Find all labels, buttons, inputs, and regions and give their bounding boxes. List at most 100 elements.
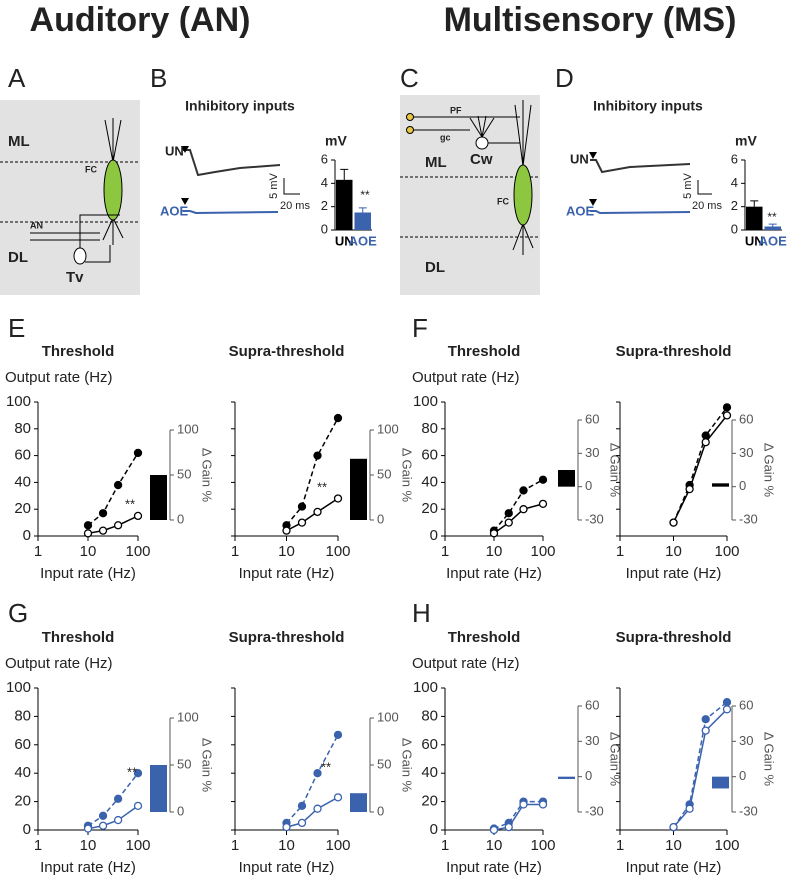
traces-d xyxy=(589,152,712,215)
marker xyxy=(133,511,143,521)
inset-tick-label: 30 xyxy=(585,733,599,748)
marker xyxy=(297,818,307,828)
y-tick-label: 40 xyxy=(14,473,31,490)
x-tick-label: 10 xyxy=(80,837,97,854)
panel-letter: C xyxy=(400,63,419,93)
panel-letter: F xyxy=(412,313,428,343)
x-tick-label: 10 xyxy=(80,543,97,560)
chart-title: Inhibitory inputs xyxy=(185,98,295,114)
marker xyxy=(669,518,678,527)
x-tick-label: 100 xyxy=(325,543,350,560)
trace-label: UN xyxy=(165,143,184,158)
scale-label: 20 ms xyxy=(692,200,722,212)
marker xyxy=(133,448,143,458)
y-tick-label: 6 xyxy=(321,151,328,166)
trace-label: UN xyxy=(570,151,589,166)
y-tick-label: 100 xyxy=(413,393,438,410)
series-line xyxy=(493,503,544,534)
x-tick-label: 10 xyxy=(665,543,682,560)
series-line xyxy=(672,414,728,523)
traces-b xyxy=(181,146,300,215)
marker xyxy=(701,726,710,735)
y-tick-label: 6 xyxy=(731,151,738,166)
series-line xyxy=(672,406,728,523)
y-tick-label: 60 xyxy=(421,447,438,464)
trace-label: AOE xyxy=(566,203,595,218)
input-label: gc xyxy=(440,132,451,142)
heading: Multisensory (MS) xyxy=(444,1,737,39)
gain-bar xyxy=(558,470,575,487)
x-tick-label: 100 xyxy=(530,837,555,854)
x-tick-label: AOE xyxy=(349,233,378,248)
y-tick-label: 100 xyxy=(413,679,438,696)
inset-tick-label: -30 xyxy=(585,803,604,818)
chart-title: Threshold xyxy=(42,343,115,360)
marker xyxy=(504,518,513,527)
cell-label: FC xyxy=(85,164,97,174)
y-tick-label: 100 xyxy=(6,393,31,410)
bar xyxy=(336,179,353,230)
marker xyxy=(113,815,123,825)
x-tick-label: 100 xyxy=(714,543,739,560)
inset-tick-label: 30 xyxy=(739,733,753,748)
annotation: ** xyxy=(321,759,331,774)
series-line xyxy=(672,701,728,828)
series-line xyxy=(286,796,339,828)
x-tick-label: 1 xyxy=(616,543,624,560)
series-line xyxy=(493,803,543,831)
x-tick-label: UN xyxy=(745,233,764,248)
marker xyxy=(297,801,307,811)
layer-label: ML xyxy=(425,154,447,171)
series-line xyxy=(87,805,139,830)
marker xyxy=(297,518,307,527)
x-tick-label: AOE xyxy=(759,233,788,248)
series-line xyxy=(285,417,339,526)
marker xyxy=(701,438,710,447)
inset-tick-label: 100 xyxy=(177,709,199,724)
y-tick-label: 40 xyxy=(421,764,438,781)
bar xyxy=(764,226,781,230)
heading: Auditory (AN) xyxy=(30,1,251,39)
annotation: ** xyxy=(317,479,327,494)
gain-bar xyxy=(712,776,729,789)
inset-tick-label: 100 xyxy=(177,421,199,436)
panel-letter: E xyxy=(8,313,25,343)
scale-label: 20 ms xyxy=(280,200,310,212)
inset-tick-label: 100 xyxy=(377,421,399,436)
chart-title: Threshold xyxy=(42,629,115,646)
y-tick-label: 100 xyxy=(6,679,31,696)
inset-tick-label: 60 xyxy=(585,411,599,426)
inset-tick-label: 0 xyxy=(377,511,384,526)
y-tick-label: 20 xyxy=(14,500,31,517)
y-tick-label: 0 xyxy=(23,527,31,544)
x-tick-label: 1 xyxy=(34,543,42,560)
inset-tick-label: 0 xyxy=(177,511,184,526)
chart-title: Supra-threshold xyxy=(229,629,345,646)
y-tick-label: 4 xyxy=(731,175,738,190)
y-tick-label: 2 xyxy=(321,198,328,213)
y-tick-label: 40 xyxy=(421,473,438,490)
marker xyxy=(685,484,694,494)
marker xyxy=(313,507,322,517)
error-bar xyxy=(768,223,777,227)
marker xyxy=(113,794,123,803)
inset-tick-label: 50 xyxy=(177,756,191,771)
marker xyxy=(519,486,528,495)
marker xyxy=(133,769,143,778)
x-tick-label: 10 xyxy=(278,543,295,560)
inset-tick-label: 50 xyxy=(177,466,191,481)
y-axis-label: Output rate (Hz) xyxy=(5,369,113,386)
x-tick-label: 1 xyxy=(441,837,449,854)
x-tick-label: 1 xyxy=(441,543,449,560)
marker xyxy=(98,821,108,830)
marker xyxy=(722,698,732,707)
input-label: PF xyxy=(450,105,462,115)
error-bar xyxy=(750,200,759,207)
y-tick-label: 60 xyxy=(14,447,31,464)
marker xyxy=(538,800,548,809)
inset-tick-label: -30 xyxy=(739,803,758,818)
series-line xyxy=(87,515,139,535)
y-tick-label: 0 xyxy=(430,821,438,838)
error-bar xyxy=(358,207,367,213)
marker xyxy=(83,529,93,538)
